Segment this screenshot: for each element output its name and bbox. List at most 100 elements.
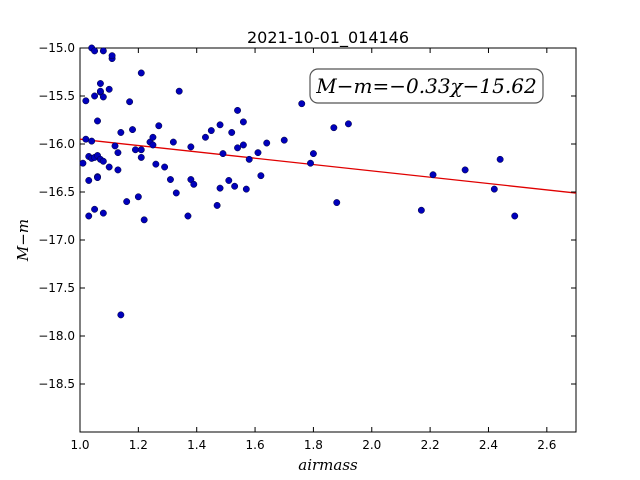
y-tick-label: −15.5	[38, 89, 75, 103]
data-point	[239, 118, 247, 126]
data-point	[167, 176, 174, 183]
data-point	[137, 69, 145, 77]
data-point	[123, 198, 131, 206]
data-point	[91, 92, 99, 100]
data-point	[117, 311, 125, 319]
data-point	[117, 129, 125, 136]
data-point	[207, 127, 215, 135]
data-point	[172, 189, 180, 197]
data-point	[511, 212, 519, 220]
data-point	[216, 184, 224, 192]
data-point	[184, 212, 192, 220]
y-axis-label: M−m	[14, 219, 32, 262]
data-point	[129, 126, 136, 134]
chart-title: 2021-10-01_014146	[247, 28, 409, 48]
data-point	[234, 106, 242, 114]
data-point	[228, 129, 236, 136]
y-tick-label: −17.5	[38, 281, 75, 295]
data-point	[96, 87, 104, 95]
data-point	[307, 159, 314, 167]
y-tick-label: −16.5	[38, 185, 75, 199]
data-point	[496, 155, 504, 163]
x-tick-label: 1.8	[304, 438, 323, 452]
data-point	[134, 193, 142, 201]
data-point	[149, 133, 157, 141]
x-tick-label: 1.6	[246, 438, 265, 452]
data-point	[137, 153, 145, 161]
data-point	[149, 141, 157, 149]
data-point	[417, 206, 425, 214]
data-point	[94, 117, 101, 125]
data-point	[190, 180, 198, 188]
data-point	[99, 209, 107, 217]
data-point	[140, 216, 148, 224]
fit-equation-annotation: M−m=−0.33χ−15.62	[309, 68, 544, 104]
fit-line-layer	[79, 138, 577, 194]
y-tick-label: −15.0	[38, 41, 75, 55]
data-point	[126, 98, 134, 106]
data-point	[344, 120, 352, 128]
data-point	[202, 133, 209, 141]
data-point	[234, 144, 242, 152]
data-point	[91, 47, 99, 55]
data-point	[280, 136, 288, 144]
data-point	[242, 185, 250, 193]
x-tick-label: 1.2	[129, 438, 148, 452]
data-point	[114, 166, 122, 174]
data-point	[490, 185, 498, 193]
data-point	[219, 150, 227, 158]
y-tick-label: −16.0	[38, 137, 75, 151]
data-point	[105, 163, 113, 171]
data-point	[254, 149, 262, 157]
data-point	[161, 163, 169, 171]
data-point	[245, 155, 253, 163]
data-point	[225, 177, 233, 184]
data-point	[79, 159, 87, 167]
data-point	[96, 80, 104, 87]
data-point	[333, 199, 341, 207]
data-point	[82, 97, 90, 105]
fit-line	[79, 138, 577, 194]
y-tick-label: −18.5	[38, 377, 75, 391]
x-tick-label: 2.0	[362, 438, 381, 452]
data-point	[152, 160, 160, 168]
data-point	[429, 171, 437, 179]
data-point	[263, 139, 271, 147]
data-point	[99, 157, 107, 165]
data-point	[82, 135, 90, 143]
data-point	[231, 182, 239, 190]
data-point	[94, 174, 101, 182]
data-point	[137, 146, 145, 154]
data-point	[239, 141, 247, 149]
y-tick-label: −17.0	[38, 233, 75, 247]
data-point	[213, 201, 221, 209]
data-point	[99, 47, 107, 55]
data-point	[187, 143, 195, 151]
fit-equation-text: M−m=−0.33χ−15.62	[315, 74, 536, 98]
x-tick-label: 1.4	[187, 438, 206, 452]
data-point	[88, 137, 96, 145]
data-points-layer	[79, 44, 519, 319]
data-point	[155, 122, 163, 130]
data-point	[99, 93, 107, 101]
data-point	[85, 212, 93, 220]
data-point	[216, 121, 224, 129]
data-point	[105, 85, 113, 93]
data-point	[85, 177, 93, 184]
data-point	[169, 138, 177, 146]
data-point	[111, 142, 119, 150]
data-point	[91, 205, 99, 213]
x-tick-label: 1.0	[70, 438, 89, 452]
data-point	[175, 87, 183, 95]
data-point	[461, 166, 469, 174]
data-point	[108, 52, 116, 60]
data-point	[330, 124, 338, 132]
x-axis-label: airmass	[298, 456, 358, 474]
data-point	[114, 149, 122, 157]
data-point	[257, 172, 265, 180]
plot-area	[79, 47, 577, 433]
data-point	[131, 146, 139, 154]
x-tick-label: 2.6	[537, 438, 556, 452]
data-point	[309, 150, 317, 158]
